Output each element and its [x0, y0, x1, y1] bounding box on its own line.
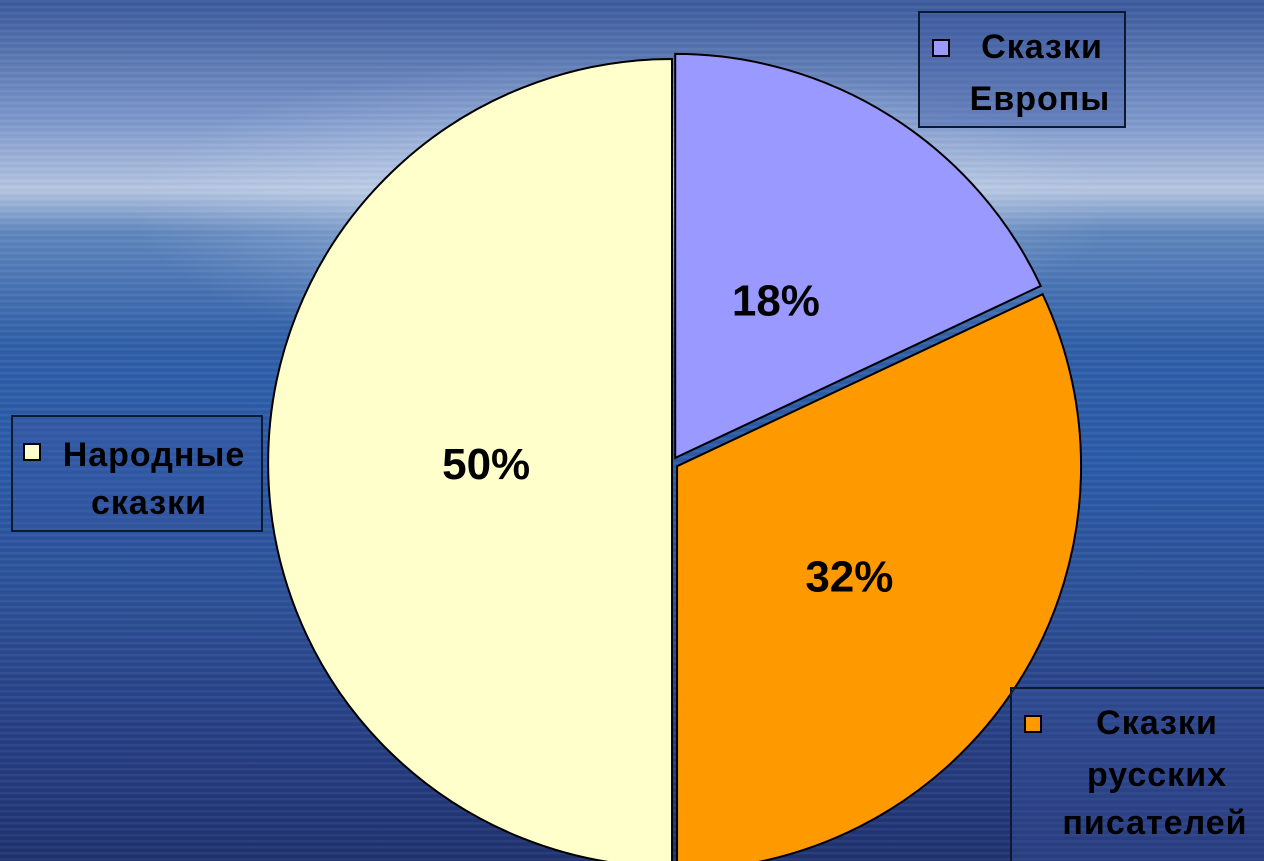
legend-label-folk-line1: Народные [62, 436, 246, 474]
legend-label-writers-line2: русских [1086, 756, 1228, 794]
legend-swatch-writers [1024, 715, 1042, 733]
pie-slice-writers [676, 292, 1083, 861]
legend-writers: Сказки русских писателей [1010, 687, 1264, 861]
legend-label-folk-line2: сказки [90, 484, 208, 522]
legend-label-writers-line3: писателей [1062, 804, 1248, 842]
legend-label-writers-line1: Сказки [1096, 704, 1218, 742]
legend-label-europe-line1: Сказки [981, 28, 1103, 66]
legend-europe: Сказки Европы [918, 11, 1126, 128]
pie-slice-folk [267, 57, 673, 861]
legend-folk: Народные сказки [11, 415, 263, 532]
pie-label-europe: 18% [732, 276, 820, 325]
pie-label-folk: 50% [442, 440, 530, 489]
legend-label-europe-line2: Европы [969, 80, 1111, 118]
legend-swatch-europe [932, 39, 950, 57]
pie-label-writers: 32% [805, 553, 893, 602]
legend-swatch-folk [23, 443, 41, 461]
pie-slice-europe [674, 52, 1043, 460]
